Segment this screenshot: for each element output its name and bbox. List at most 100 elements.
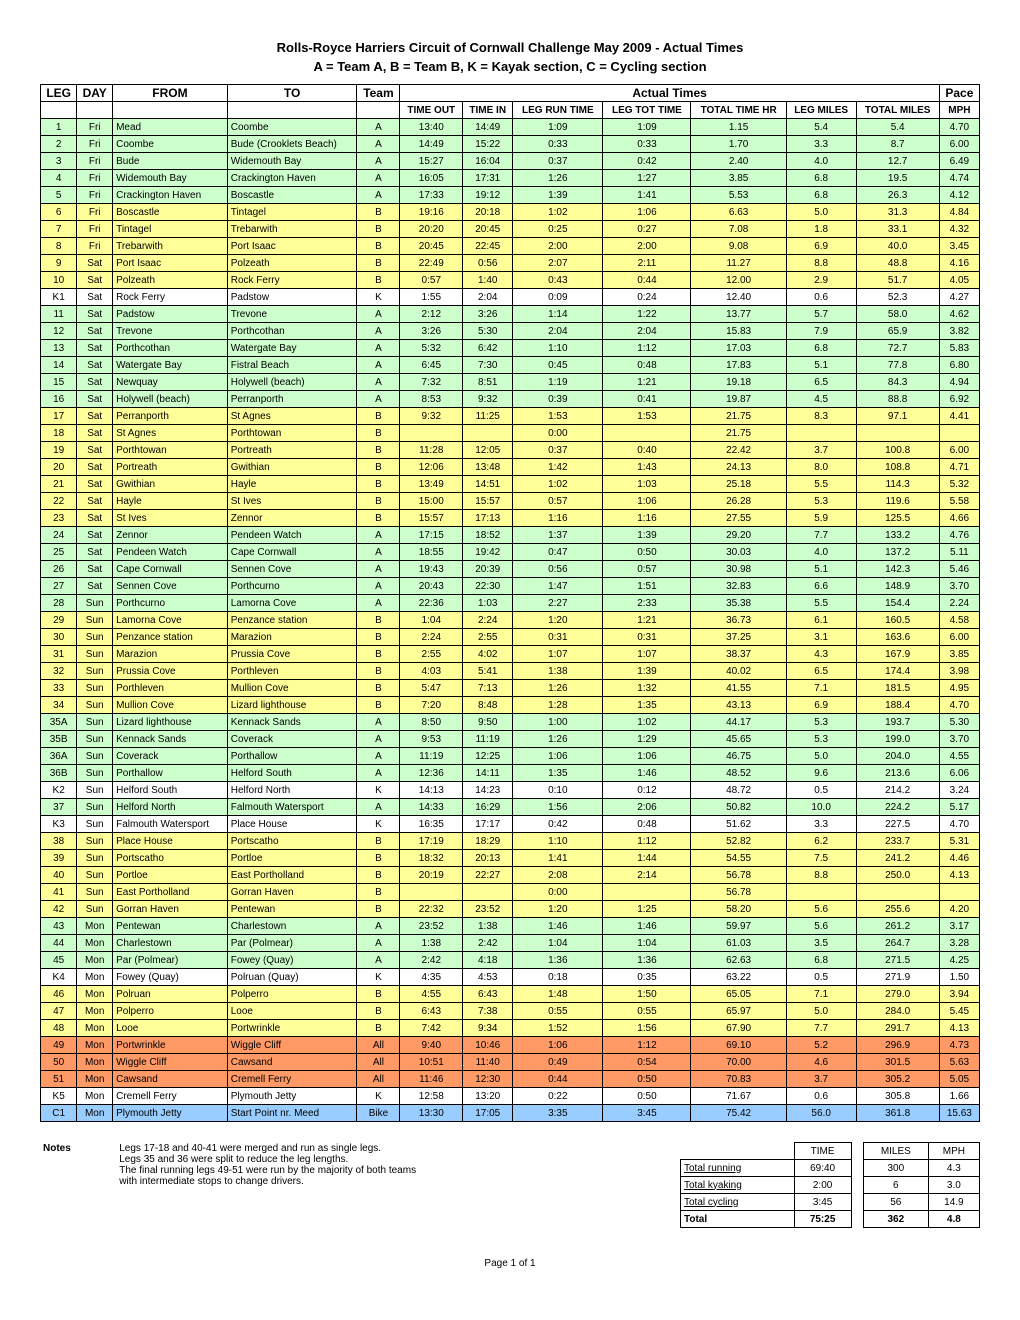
cell: A bbox=[357, 340, 400, 357]
cell: 0:50 bbox=[603, 544, 691, 561]
cell: 10:46 bbox=[463, 1037, 513, 1054]
summary-cell: 14.9 bbox=[928, 1194, 979, 1211]
cell: 5.30 bbox=[939, 714, 979, 731]
cell: Port Isaac bbox=[113, 255, 228, 272]
cell: 241.2 bbox=[856, 850, 939, 867]
cell: 37.25 bbox=[691, 629, 786, 646]
cell: Wiggle Cliff bbox=[227, 1037, 357, 1054]
cell: 16:35 bbox=[400, 816, 463, 833]
cell: Porthtowan bbox=[227, 425, 357, 442]
cell: 5.63 bbox=[939, 1054, 979, 1071]
cell: 13.77 bbox=[691, 306, 786, 323]
cell: 1 bbox=[41, 119, 77, 136]
cell: 5.1 bbox=[786, 561, 856, 578]
cell: 0:55 bbox=[603, 1003, 691, 1020]
cell: 8:50 bbox=[400, 714, 463, 731]
cell: Sat bbox=[77, 544, 113, 561]
cell: 0:57 bbox=[603, 561, 691, 578]
cell: 3.7 bbox=[786, 1071, 856, 1088]
summary-header bbox=[681, 1143, 795, 1160]
cell: 31.3 bbox=[856, 204, 939, 221]
cell: 9:32 bbox=[463, 391, 513, 408]
cell: Porthcurno bbox=[227, 578, 357, 595]
cell bbox=[603, 884, 691, 901]
cell: 72.7 bbox=[856, 340, 939, 357]
cell: Sun bbox=[77, 595, 113, 612]
cell: 7:32 bbox=[400, 374, 463, 391]
cell: 9:32 bbox=[400, 408, 463, 425]
table-row: 36ASunCoverackPorthallowA11:1912:251:061… bbox=[41, 748, 980, 765]
cell: Falmouth Watersport bbox=[113, 816, 228, 833]
cell: 1:10 bbox=[513, 833, 603, 850]
cell: 0.6 bbox=[786, 1088, 856, 1105]
cell: 50.82 bbox=[691, 799, 786, 816]
cell: Lamorna Cove bbox=[227, 595, 357, 612]
cell: 20:13 bbox=[463, 850, 513, 867]
cell: 63.22 bbox=[691, 969, 786, 986]
cell: 1:26 bbox=[513, 680, 603, 697]
cell: 1:38 bbox=[400, 935, 463, 952]
cell: 227.5 bbox=[856, 816, 939, 833]
cell: B bbox=[357, 867, 400, 884]
hdr-day: DAY bbox=[77, 85, 113, 102]
cell: Crackington Haven bbox=[113, 187, 228, 204]
table-row: 14SatWatergate BayFistral BeachA6:457:30… bbox=[41, 357, 980, 374]
cell: 3.94 bbox=[939, 986, 979, 1003]
table-row: 28SunPorthcurnoLamorna CoveA22:361:032:2… bbox=[41, 595, 980, 612]
cell: 5.3 bbox=[786, 714, 856, 731]
cell: 67.90 bbox=[691, 1020, 786, 1037]
cell: 2:11 bbox=[603, 255, 691, 272]
cell: 3:35 bbox=[513, 1105, 603, 1122]
cell: 23:52 bbox=[400, 918, 463, 935]
cell: 19.5 bbox=[856, 170, 939, 187]
cell: 32 bbox=[41, 663, 77, 680]
cell: 4.73 bbox=[939, 1037, 979, 1054]
cell: 4.25 bbox=[939, 952, 979, 969]
cell: Polruan (Quay) bbox=[227, 969, 357, 986]
cell: 8.8 bbox=[786, 255, 856, 272]
cell: Portreath bbox=[227, 442, 357, 459]
cell: Polzeath bbox=[113, 272, 228, 289]
cell: 5.9 bbox=[786, 510, 856, 527]
cell: A bbox=[357, 918, 400, 935]
cell: 25.18 bbox=[691, 476, 786, 493]
cell: 15:57 bbox=[463, 493, 513, 510]
cell: 48.52 bbox=[691, 765, 786, 782]
cell: 0:47 bbox=[513, 544, 603, 561]
cell: 12.40 bbox=[691, 289, 786, 306]
cell: 20:45 bbox=[400, 238, 463, 255]
cell: 19.87 bbox=[691, 391, 786, 408]
cell: Holywell (beach) bbox=[227, 374, 357, 391]
cell: 1:38 bbox=[463, 918, 513, 935]
cell: Porthleven bbox=[227, 663, 357, 680]
cell: Portscatho bbox=[227, 833, 357, 850]
cell: Portscatho bbox=[113, 850, 228, 867]
cell: 50 bbox=[41, 1054, 77, 1071]
cell: 1:53 bbox=[603, 408, 691, 425]
cell: Helford North bbox=[227, 782, 357, 799]
cell: Porthleven bbox=[113, 680, 228, 697]
cell: 7.5 bbox=[786, 850, 856, 867]
cell: Padstow bbox=[227, 289, 357, 306]
cell: 17:17 bbox=[463, 816, 513, 833]
cell: Sun bbox=[77, 629, 113, 646]
cell: 71.67 bbox=[691, 1088, 786, 1105]
cell: 56.78 bbox=[691, 884, 786, 901]
cell: 224.2 bbox=[856, 799, 939, 816]
table-row: 38SunPlace HousePortscathoB17:1918:291:1… bbox=[41, 833, 980, 850]
cell: 1:36 bbox=[603, 952, 691, 969]
table-row: 11SatPadstowTrevoneA2:123:261:141:2213.7… bbox=[41, 306, 980, 323]
table-row: 20SatPortreathGwithianB12:0613:481:421:4… bbox=[41, 459, 980, 476]
cell: 0:35 bbox=[603, 969, 691, 986]
cell: 305.2 bbox=[856, 1071, 939, 1088]
cell: 45 bbox=[41, 952, 77, 969]
cell: 1:21 bbox=[603, 612, 691, 629]
cell: 5.53 bbox=[691, 187, 786, 204]
cell: 1.66 bbox=[939, 1088, 979, 1105]
cell: Sun bbox=[77, 816, 113, 833]
cell: A bbox=[357, 714, 400, 731]
cell: 6.8 bbox=[786, 187, 856, 204]
cell: Crackington Haven bbox=[227, 170, 357, 187]
cell: Prussia Cove bbox=[227, 646, 357, 663]
cell: Cawsand bbox=[227, 1054, 357, 1071]
